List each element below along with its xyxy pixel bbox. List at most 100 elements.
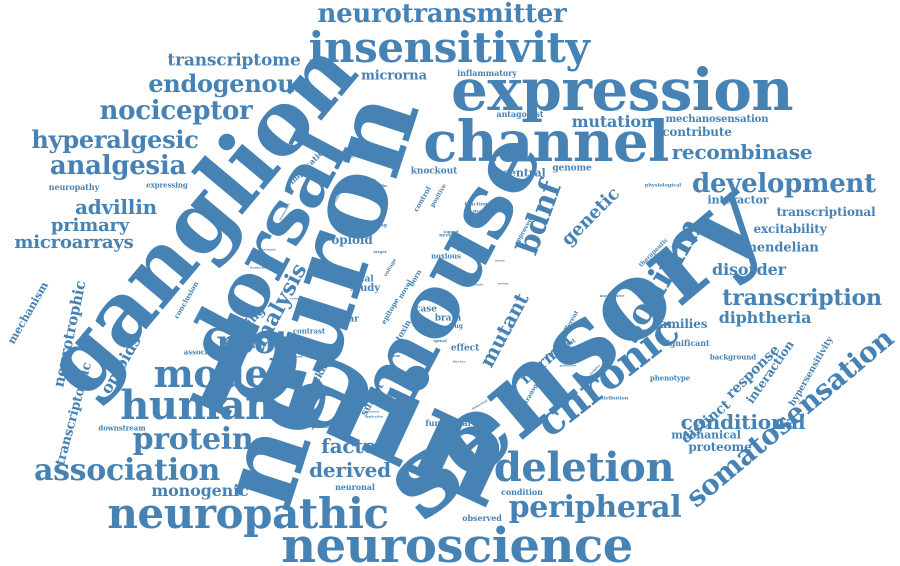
cloud-word-contribute: contribute [662, 125, 732, 139]
cloud-word-channel: channel [423, 109, 669, 175]
cloud-word-blocker: blocker [452, 359, 466, 364]
cloud-word-genome: genome [552, 163, 592, 174]
cloud-word-application: application [364, 414, 384, 419]
cloud-word-phase: phase [387, 353, 401, 358]
cloud-word-functional: functional [425, 418, 471, 428]
cloud-word-observed: observed [462, 513, 502, 523]
cloud-word-analgesia: analgesia [49, 151, 187, 181]
cloud-word-effect: effect [450, 343, 480, 354]
cloud-word-background: background [709, 352, 757, 362]
cloud-word-mutation: mutation [571, 112, 653, 131]
cloud-word-drug: drug [447, 323, 463, 330]
cloud-word-suffering: suffering [257, 257, 273, 262]
cloud-word-endogenous: endogenous [148, 69, 308, 98]
cloud-word-associated: associated [183, 347, 225, 357]
cloud-word-spinal: spinal [433, 338, 447, 343]
cloud-word-headache: headache [250, 265, 266, 270]
cloud-word-presence: presence [364, 409, 380, 414]
cloud-word-review: review [497, 281, 509, 286]
cloud-word-deletion: deletion [493, 444, 675, 491]
cloud-word-neuronal: neuronal [335, 482, 375, 492]
cloud-word-model: model [153, 351, 283, 396]
cloud-word-ablation: ablation [295, 346, 327, 356]
cloud-word-protein: protein [132, 422, 254, 457]
cloud-word-tagged: tagged [443, 229, 459, 234]
cloud-word-primary: primary [50, 215, 130, 236]
cloud-word-study: study [350, 283, 380, 294]
cloud-word-function: function [464, 201, 488, 208]
cloud-word-nocifensive: nocifensive [599, 293, 625, 298]
cloud-word-opioid: opioid [331, 233, 373, 247]
cloud-word-mechanosensation: mechanosensation [665, 114, 769, 125]
cloud-word-derived: derived [309, 458, 391, 482]
cloud-word-association: association [33, 453, 221, 488]
cloud-word-central: central [502, 166, 546, 180]
cloud-word-transcriptome: transcriptome [167, 50, 301, 71]
cloud-word-transcriptional: transcriptional [776, 205, 876, 219]
cloud-word-neuropathy: neuropathy [48, 182, 100, 192]
cloud-word-proteome: proteome [688, 440, 752, 454]
cloud-word-human: human [120, 382, 274, 429]
cloud-word-conditional: conditional [680, 410, 806, 434]
cloud-word-neuroscience: neuroscience [281, 518, 633, 566]
cloud-word-mechanical: mechanical [671, 428, 741, 442]
cloud-word-families: families [654, 317, 708, 331]
cloud-word-profiling: profiling [363, 222, 387, 229]
cloud-word-expressing: expressing [146, 180, 188, 190]
cloud-word-insensitivity: insensitivity [308, 23, 590, 72]
cloud-word-advillin: advillin [75, 195, 157, 219]
cloud-word-excitability: excitability [753, 222, 827, 236]
cloud-word-development: development [692, 169, 876, 199]
cloud-word-root: root [216, 323, 290, 361]
cloud-word-case: case [415, 304, 437, 315]
cloud-word-neurotransmitter: neurotransmitter [317, 0, 567, 29]
cloud-word-laevis: laevis [495, 258, 505, 263]
cloud-word-knockout: knockout [410, 166, 458, 177]
cloud-word-selecting: selecting [361, 191, 387, 198]
cloud-word-mapping: mapping [472, 208, 498, 215]
cloud-word-downstream: downstream [98, 423, 146, 433]
cloud-word-factor: factor [321, 434, 387, 458]
cloud-word-mendelian: mendelian [743, 240, 819, 256]
cloud-word-transition: transition [354, 177, 376, 182]
cloud-word-malonate: malonate [260, 247, 276, 252]
cloud-word-inflammatory: inflammatory [457, 68, 517, 78]
cloud-word-protective: protective [559, 363, 577, 368]
cloud-word-microarrays: microarrays [14, 232, 134, 253]
cloud-word-evidence: evidence [282, 347, 298, 352]
cloud-word-physiological: physiological [644, 182, 682, 189]
cloud-word-targeted: targeted [369, 393, 399, 400]
cloud-word-target: target [373, 249, 387, 254]
cloud-word-version: version [289, 296, 303, 301]
cloud-word-critical: critical [338, 274, 374, 285]
cloud-word-transcription: transcription [722, 285, 882, 311]
cloud-word-result: result [473, 282, 483, 287]
cloud-word-nociceptor: nociceptor [99, 96, 253, 126]
cloud-word-nuclear: nuclear [321, 314, 359, 325]
cloud-word-recombinase: recombinase [671, 140, 813, 164]
cloud-word-microrna: microrna [361, 68, 427, 84]
cloud-word-contribution: contribution [593, 395, 629, 402]
cloud-word-interactor: interactor [707, 193, 769, 207]
cloud-word-hyperalgesic: hyperalgesic [31, 125, 199, 154]
cloud-word-diphtheria: diphtheria [718, 308, 812, 327]
cloud-word-specific: specific [334, 147, 382, 161]
cloud-word-nerve: nerve [456, 247, 470, 252]
cloud-word-brain: brain [434, 313, 462, 324]
cloud-word-phenotype: phenotype [649, 373, 691, 383]
cloud-word-neuropathic: neuropathic [107, 489, 389, 538]
cloud-word-endophilin: endophilin [363, 183, 387, 188]
cloud-word-peripheral: peripheral [508, 490, 682, 525]
cloud-word-noxious: noxious [431, 251, 461, 261]
cloud-word-condition: condition [501, 487, 543, 497]
cloud-word-independent: independent [297, 423, 339, 430]
cloud-word-disorder: disorder [712, 260, 786, 279]
cloud-word-limb: limb [295, 354, 303, 359]
cloud-word-monogenic: monogenic [151, 481, 249, 500]
cloud-word-antagonist: antagonist [496, 109, 544, 119]
cloud-word-nervous: nervous [439, 232, 461, 239]
cloud-word-expression: expression [451, 56, 793, 124]
cloud-word-significant: significant [662, 338, 710, 348]
cloud-word-contrast: contrast [292, 326, 326, 336]
